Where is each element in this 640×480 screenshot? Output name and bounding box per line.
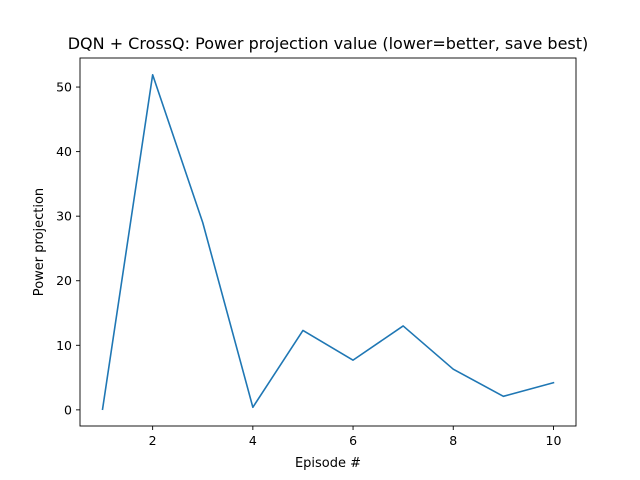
axes-frame (79, 57, 577, 427)
chart-title: DQN + CrossQ: Power projection value (lo… (68, 34, 589, 53)
x-tick-label: 10 (546, 433, 562, 448)
y-tick-label: 20 (56, 273, 72, 288)
x-tick-label: 6 (349, 433, 357, 448)
x-tick-label: 4 (249, 433, 257, 448)
y-tick-label: 10 (56, 338, 72, 353)
series-line-0 (101, 73, 555, 411)
y-tick-label: 0 (64, 402, 72, 417)
x-axis-label: Episode # (295, 456, 361, 471)
x-tick-label: 2 (149, 433, 157, 448)
y-tick-label: 40 (56, 144, 72, 159)
plot-area: 2 4 6 8 10 0 10 20 30 40 50 (56, 57, 577, 448)
x-tick-label: 8 (449, 433, 457, 448)
y-tick-label: 50 (56, 80, 72, 95)
y-tick-label: 30 (56, 209, 72, 224)
y-axis-label: Power projection (32, 188, 47, 296)
